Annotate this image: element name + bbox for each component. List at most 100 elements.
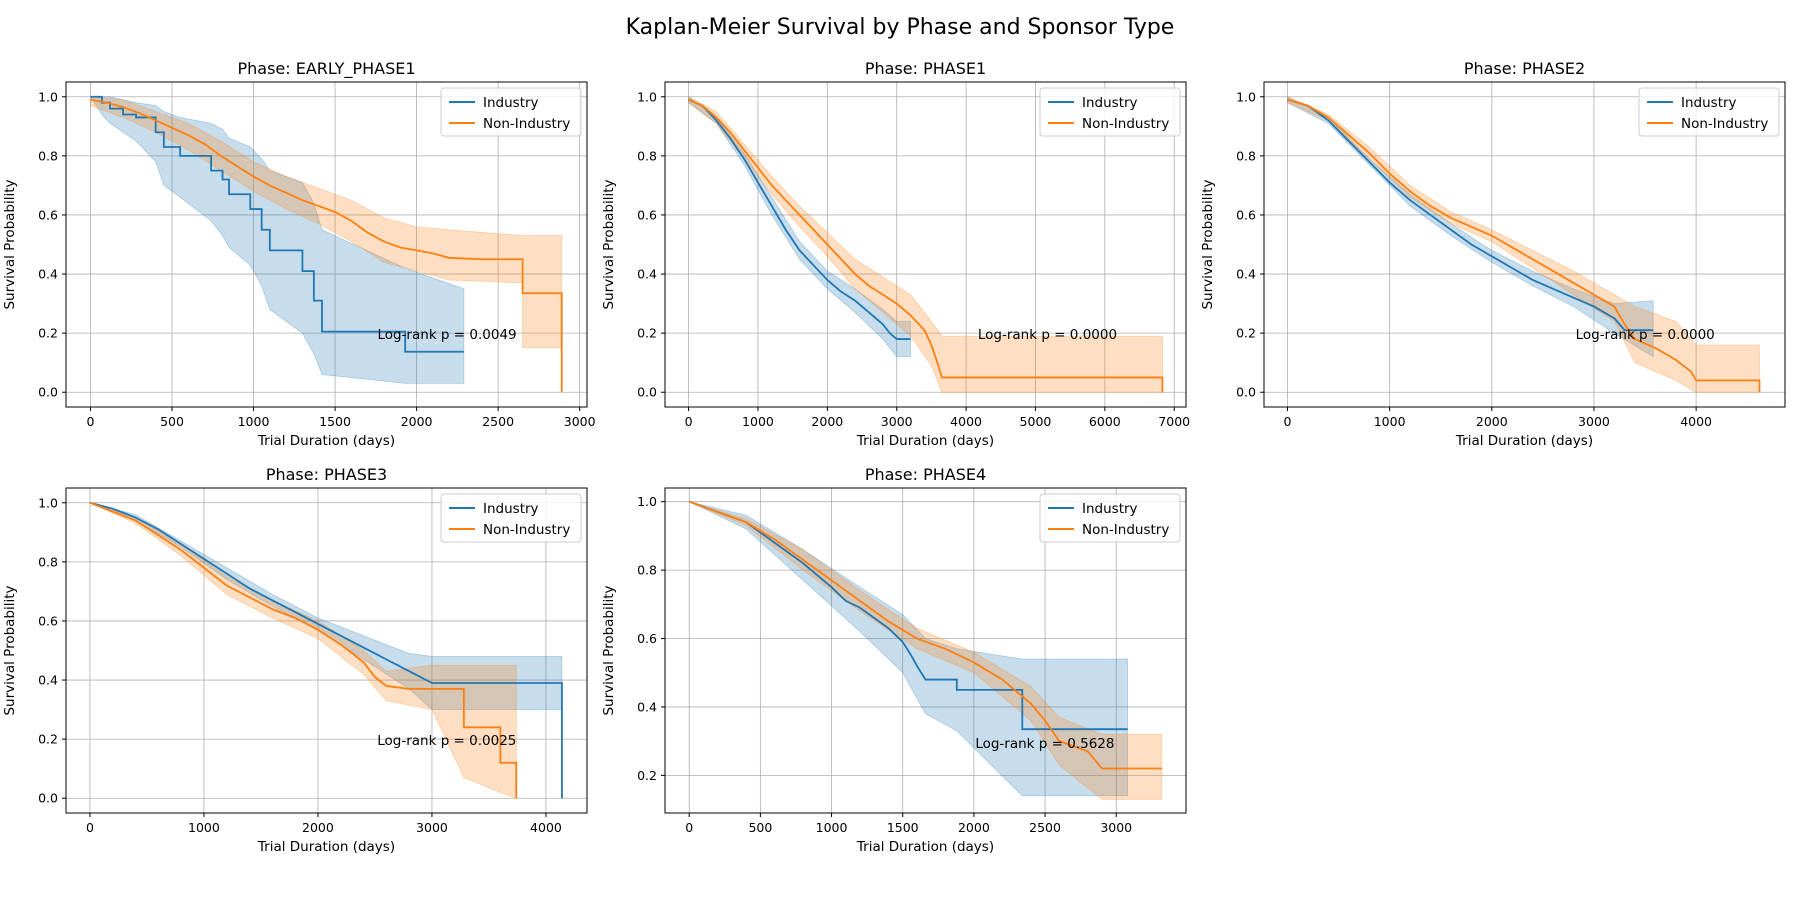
y-tick-label: 0.4 [38,673,58,688]
y-tick-label: 0.2 [1236,326,1256,341]
x-tick-label: 0 [685,820,693,835]
axes-frame [1263,81,1786,408]
x-tick-label: 2000 [811,414,843,429]
subplots-container: 0 500 1000 1500 2000 2500 3000 0.0 0.2 0.4 0.6 0.8 1… [2,59,1786,855]
grid [1264,82,1785,407]
x-tick-label: 1000 [188,820,220,835]
axes-frame [664,487,1187,814]
x-axis-label: Trial Duration (days) [257,839,395,855]
legend-label: Non-Industry [483,522,570,538]
y-tick-label: 0.0 [38,385,58,400]
survival-curve-industry [688,500,1128,731]
survival-curve-non-industry [688,98,1164,393]
x-tick-label: 3000 [416,820,448,835]
survival-curve-non-industry [1287,98,1761,393]
x-tick-label: 0 [86,414,94,429]
y-tick-label: 0.6 [1236,207,1256,222]
survival-curve-industry [89,501,563,799]
legend-label: Industry [483,501,539,517]
x-tick-label: 4000 [950,414,982,429]
y-tick-label: 0.0 [637,385,657,400]
legend-box [1039,87,1181,137]
plot-area [89,501,563,799]
subplot-2: 0 1000 2000 3000 4000 5000 6000 70000.00.20.40.… [601,59,1190,449]
plot-area [688,500,1163,800]
legend-label: Non-Industry [483,116,570,132]
y-tick-label: 1.0 [1236,89,1256,104]
x-axis: 0 1000 2000 3000 4000 [1284,407,1712,429]
ci-band-non-industry [688,96,1163,393]
legend-label: Industry [1082,95,1138,111]
legend-label: Industry [483,95,539,111]
y-tick-label: 0.6 [38,207,58,222]
x-tick-label: 4000 [1680,414,1712,429]
figure-title: Kaplan-Meier Survival by Phase and Spons… [626,15,1175,40]
x-tick-label: 3000 [881,414,913,429]
x-tick-label: 0 [86,820,94,835]
x-tick-label: 1000 [742,414,774,429]
x-tick-label: 1000 [1374,414,1406,429]
survival-curve-non-industry [688,500,1162,770]
y-tick-label: 0.4 [637,699,657,714]
x-axis: 0 500 1000 1500 2000 2500 3000 [86,407,596,429]
y-tick-label: 1.0 [38,495,58,510]
y-tick-label: 0.8 [38,554,58,569]
subplot-5: 0 500 1000 1500 2000 2500 3000 0.2 0.4 0.6 0.8 1.0 P… [601,465,1187,855]
ci-band-non-industry [1287,96,1760,393]
x-tick-label: 500 [160,414,184,429]
y-axis-label: Survival Probability [2,585,18,715]
ci-band-non-industry [89,502,517,799]
y-tick-label: 1.0 [637,494,657,509]
axes-frame [65,81,588,408]
legend: Industry Non-Industry [1638,87,1780,137]
y-tick-label: 0.4 [637,267,657,282]
y-axis: 0.0 0.2 0.4 0.6 0.8 1.0 [637,89,665,400]
y-tick-label: 0.6 [38,613,58,628]
subplot-title: Phase: EARLY_PHASE1 [237,59,415,79]
y-tick-label: 0.2 [38,732,58,747]
legend-label: Non-Industry [1082,116,1169,132]
legend: Industry Non-Industry [1039,493,1181,543]
subplot-title: Phase: PHASE3 [266,465,387,484]
x-axis: 0 1000 2000 3000 4000 5000 6000 7000 [685,407,1190,429]
y-axis-label: Survival Probability [1200,179,1216,309]
logrank-annotation: Log-rank p = 0.5628 [975,736,1114,752]
y-tick-label: 0.2 [637,326,657,341]
plot-area [1287,96,1761,393]
y-axis-label: Survival Probability [601,585,617,715]
legend-label: Industry [1681,95,1737,111]
ci-band-industry [89,96,465,384]
x-axis-label: Trial Duration (days) [1455,433,1593,449]
legend-box [440,87,582,137]
survival-curve-industry [1287,98,1654,332]
survival-curve-non-industry [90,98,563,393]
ci-band-non-industry [90,96,563,349]
x-axis-label: Trial Duration (days) [856,839,994,855]
y-tick-label: 0.6 [637,631,657,646]
x-tick-label: 1500 [319,414,351,429]
ci-band-industry [689,501,1129,797]
x-tick-label: 0 [685,414,693,429]
y-tick-label: 0.8 [38,148,58,163]
x-tick-label: 6000 [1089,414,1121,429]
x-axis: 0 1000 2000 3000 4000 [86,813,562,835]
y-tick-label: 0.2 [38,326,58,341]
legend: Industry Non-Industry [440,87,582,137]
axes-frame [664,81,1187,408]
y-tick-label: 0.4 [1236,267,1256,282]
x-tick-label: 1000 [238,414,270,429]
subplot-title: Phase: PHASE1 [865,59,986,78]
ci-band-industry [688,95,911,358]
plot-area [688,95,1164,393]
x-tick-label: 3000 [1100,820,1132,835]
y-tick-label: 0.2 [637,768,657,783]
x-tick-label: 4000 [530,820,562,835]
x-tick-label: 5000 [1020,414,1052,429]
ci-band-non-industry [689,501,1163,800]
y-axis-label: Survival Probability [601,179,617,309]
y-axis: 0.0 0.2 0.4 0.6 0.8 1.0 [38,495,66,806]
x-tick-label: 2000 [302,820,334,835]
y-tick-label: 0.6 [637,207,657,222]
x-axis-label: Trial Duration (days) [856,433,994,449]
